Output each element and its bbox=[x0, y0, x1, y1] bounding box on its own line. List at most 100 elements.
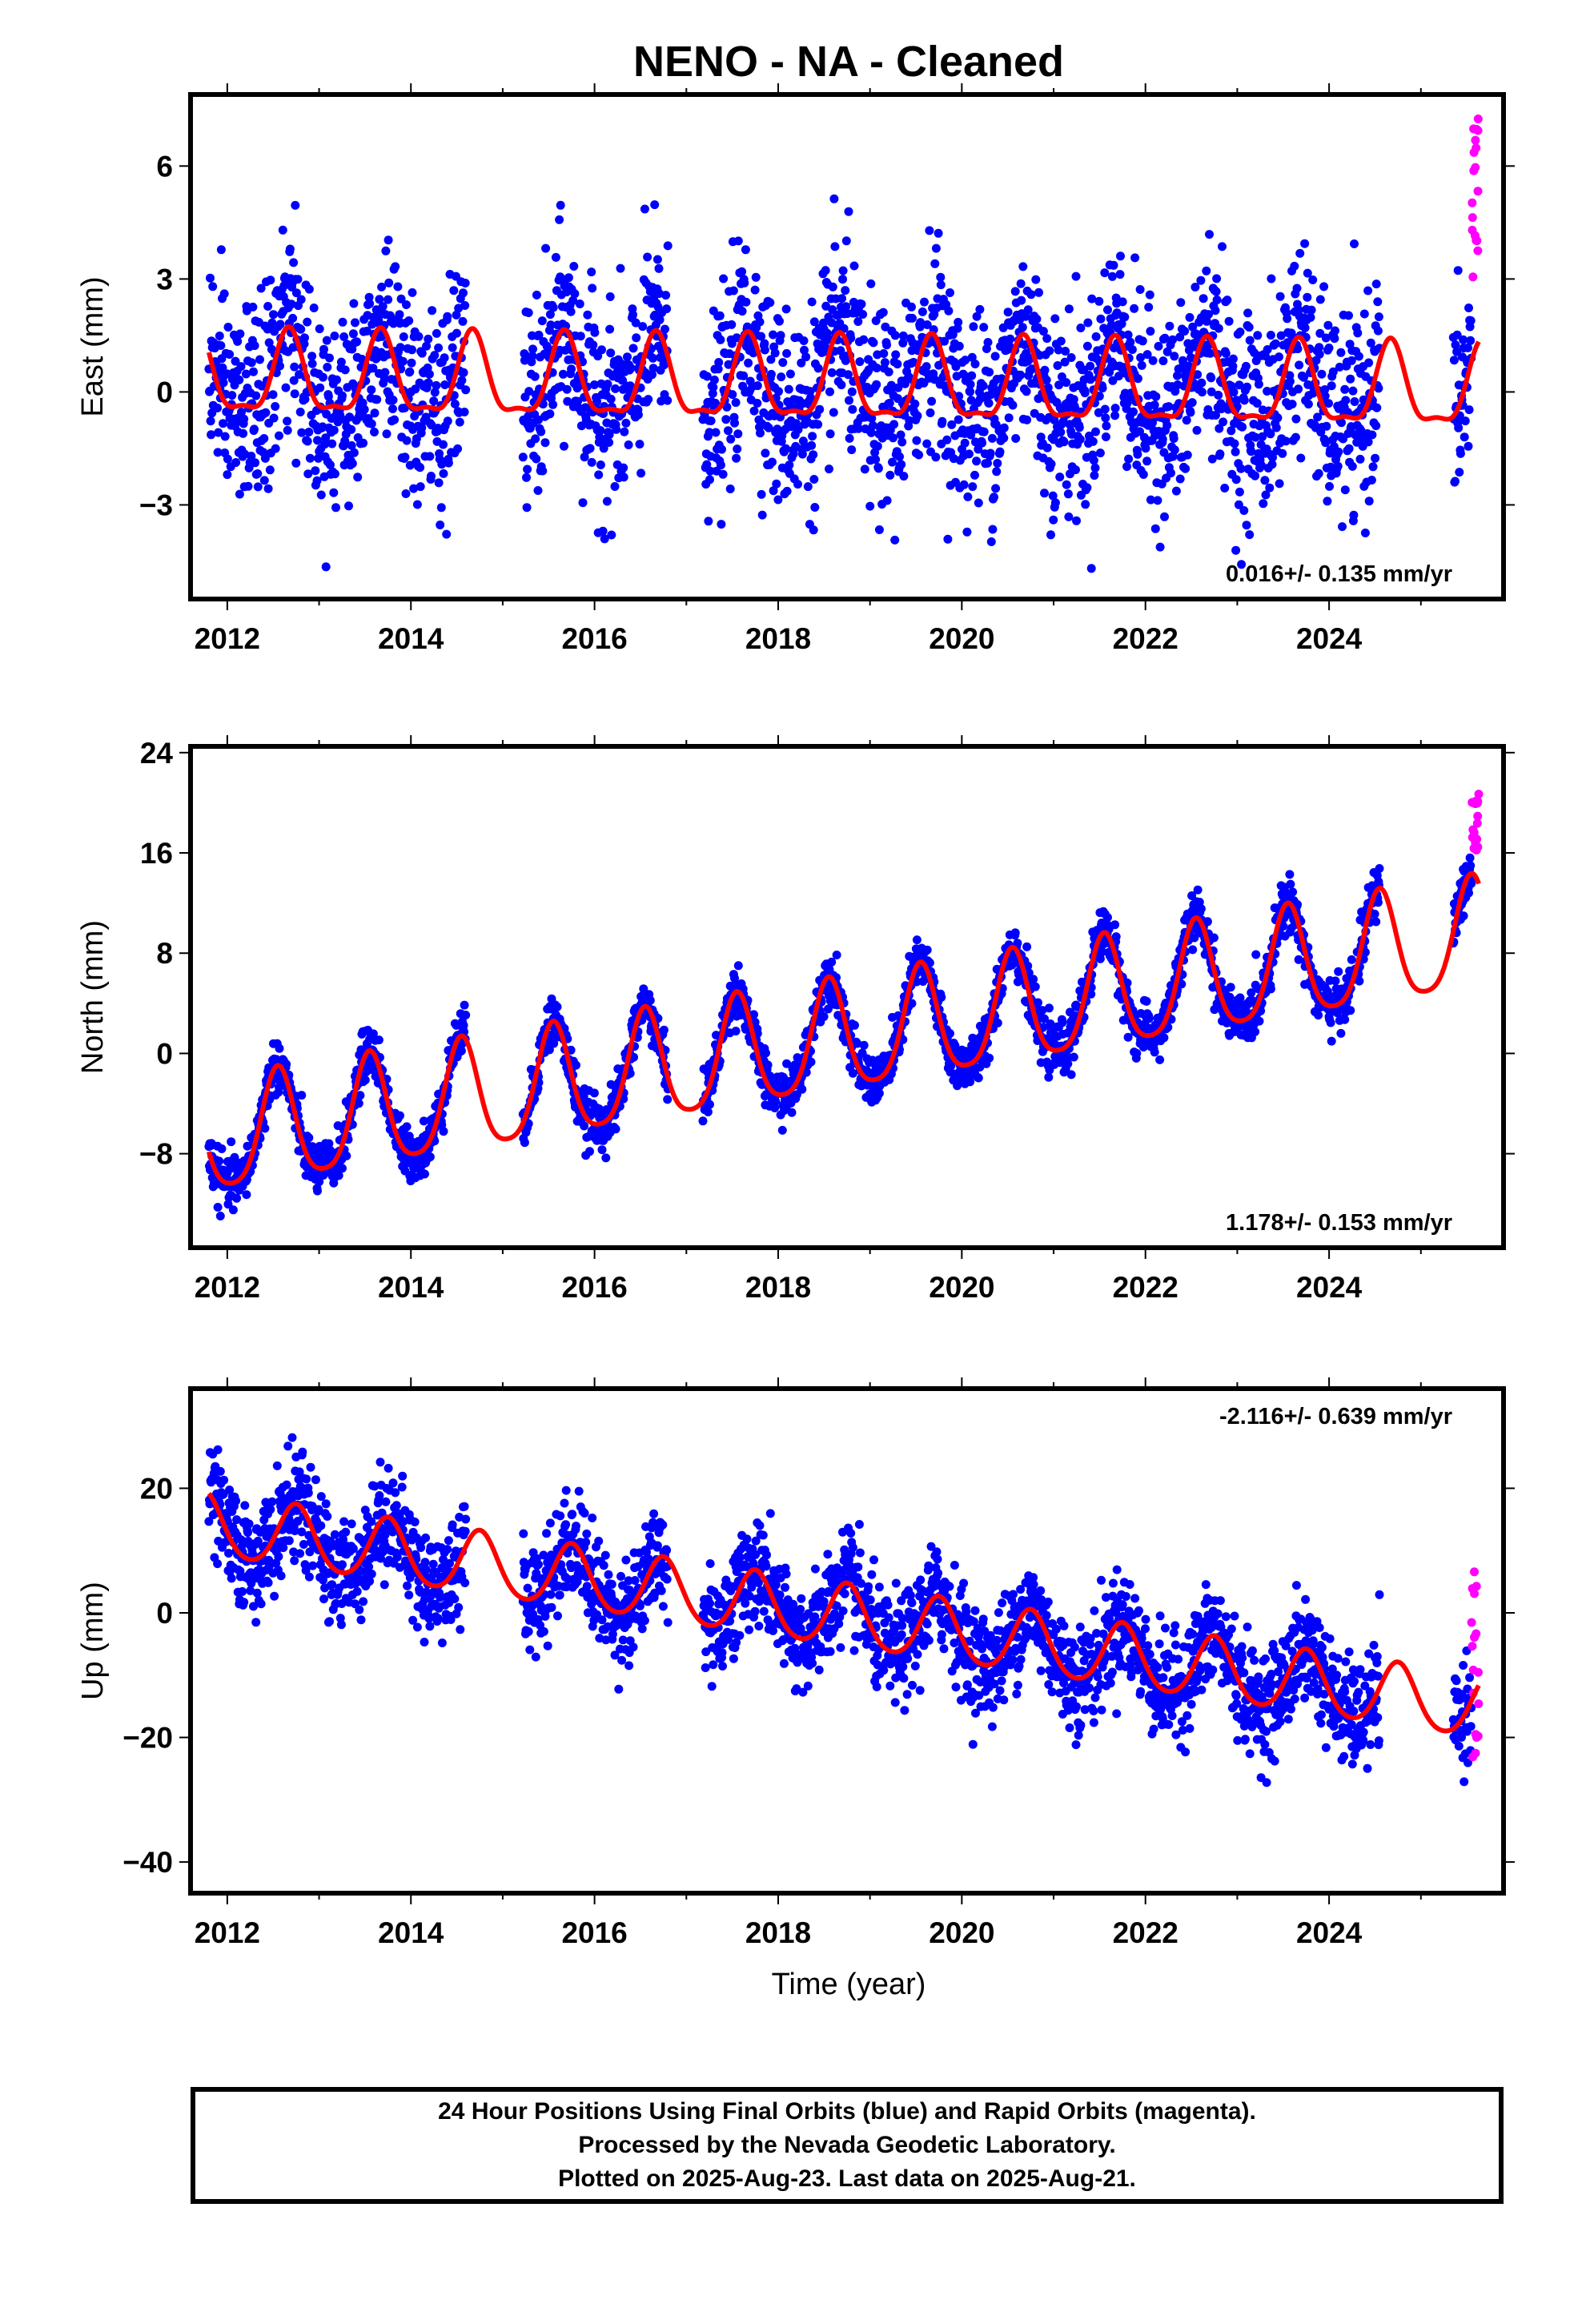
east-point bbox=[1186, 408, 1195, 417]
east-point bbox=[1198, 388, 1207, 397]
east-point bbox=[291, 458, 301, 468]
east-point bbox=[596, 460, 605, 469]
east-point bbox=[1293, 344, 1303, 354]
east-point bbox=[1456, 448, 1465, 458]
east-point bbox=[946, 288, 954, 297]
east-point bbox=[344, 501, 353, 511]
north-point bbox=[419, 1116, 428, 1126]
east-point bbox=[993, 459, 1002, 468]
east-point bbox=[733, 236, 743, 246]
east-point bbox=[216, 341, 226, 350]
east-point bbox=[1295, 248, 1305, 258]
east-point bbox=[866, 279, 876, 288]
north-point bbox=[1030, 982, 1040, 991]
east-point bbox=[300, 333, 309, 343]
north-point bbox=[749, 1010, 758, 1019]
east-point bbox=[1363, 437, 1373, 447]
east-point bbox=[992, 467, 1002, 476]
east-point bbox=[972, 456, 982, 466]
north-point bbox=[439, 1127, 448, 1136]
east-point bbox=[1187, 398, 1197, 408]
east-point bbox=[1022, 415, 1032, 424]
east-point bbox=[897, 437, 907, 447]
east-point bbox=[1086, 564, 1096, 573]
east-point bbox=[401, 489, 411, 498]
east-point bbox=[271, 402, 280, 411]
east-point bbox=[424, 378, 433, 388]
east-point bbox=[714, 358, 724, 367]
north-point bbox=[770, 1104, 780, 1112]
east-point bbox=[1158, 435, 1167, 444]
east-point bbox=[460, 279, 470, 287]
east-point bbox=[439, 440, 448, 449]
east-point bbox=[1011, 434, 1021, 443]
east-point bbox=[533, 486, 543, 495]
east-point bbox=[424, 369, 434, 379]
east-point bbox=[570, 289, 580, 299]
east-rate-label: 0.016+/- 0.135 mm/yr bbox=[1226, 561, 1452, 587]
east-point bbox=[868, 420, 877, 430]
east-point bbox=[975, 304, 985, 314]
east-point bbox=[1212, 296, 1222, 304]
east-point bbox=[1276, 331, 1286, 340]
east-point bbox=[316, 490, 326, 500]
east-point bbox=[304, 284, 314, 294]
north-point bbox=[771, 1096, 781, 1106]
north-point bbox=[832, 951, 841, 959]
east-point bbox=[1182, 416, 1191, 425]
east-point bbox=[1018, 323, 1027, 332]
east-point bbox=[799, 336, 809, 345]
east-point bbox=[1331, 326, 1339, 336]
east-point bbox=[402, 436, 412, 445]
east-point bbox=[1086, 361, 1095, 371]
north-point bbox=[937, 992, 946, 1002]
north-point bbox=[787, 1108, 797, 1117]
east-point bbox=[1273, 413, 1283, 423]
north-point bbox=[1266, 984, 1275, 994]
east-point bbox=[716, 335, 725, 344]
north-point bbox=[213, 1203, 223, 1212]
east-point bbox=[942, 435, 952, 444]
east-point bbox=[303, 317, 312, 327]
east-point bbox=[339, 332, 349, 341]
east-point bbox=[936, 272, 946, 282]
east-point bbox=[1141, 444, 1150, 453]
east-point bbox=[457, 376, 467, 385]
east-point bbox=[569, 262, 579, 271]
east-rapid-point bbox=[1473, 246, 1483, 255]
north-point bbox=[874, 1088, 884, 1098]
north-point bbox=[223, 1200, 233, 1209]
east-point bbox=[917, 307, 927, 316]
east-point bbox=[1055, 472, 1065, 482]
east-x-tick-label: 2024 bbox=[1296, 622, 1363, 655]
east-point bbox=[837, 294, 846, 304]
east-point bbox=[412, 500, 422, 509]
east-point bbox=[705, 475, 714, 485]
east-point bbox=[913, 411, 922, 420]
east-point bbox=[640, 204, 649, 214]
east-point bbox=[1464, 441, 1473, 451]
east-point bbox=[1046, 459, 1056, 468]
east-point bbox=[347, 424, 356, 434]
east-point bbox=[404, 316, 414, 325]
north-point bbox=[425, 1152, 435, 1162]
east-point bbox=[702, 460, 712, 469]
east-point bbox=[1074, 423, 1084, 432]
east-point bbox=[778, 358, 788, 368]
east-point bbox=[1054, 345, 1063, 355]
east-point bbox=[662, 304, 672, 314]
east-point bbox=[605, 324, 615, 334]
east-point bbox=[931, 243, 941, 253]
east-point bbox=[1315, 328, 1325, 338]
east-y-tick-label: −3 bbox=[139, 489, 173, 521]
east-point bbox=[838, 266, 848, 275]
east-point bbox=[764, 423, 773, 432]
east-point bbox=[1175, 474, 1185, 484]
east-point bbox=[1056, 336, 1066, 346]
east-point bbox=[338, 391, 347, 400]
east-point bbox=[390, 415, 400, 424]
east-point bbox=[460, 301, 470, 310]
east-point bbox=[1323, 497, 1332, 506]
north-point bbox=[782, 1059, 792, 1068]
east-point bbox=[370, 428, 379, 436]
